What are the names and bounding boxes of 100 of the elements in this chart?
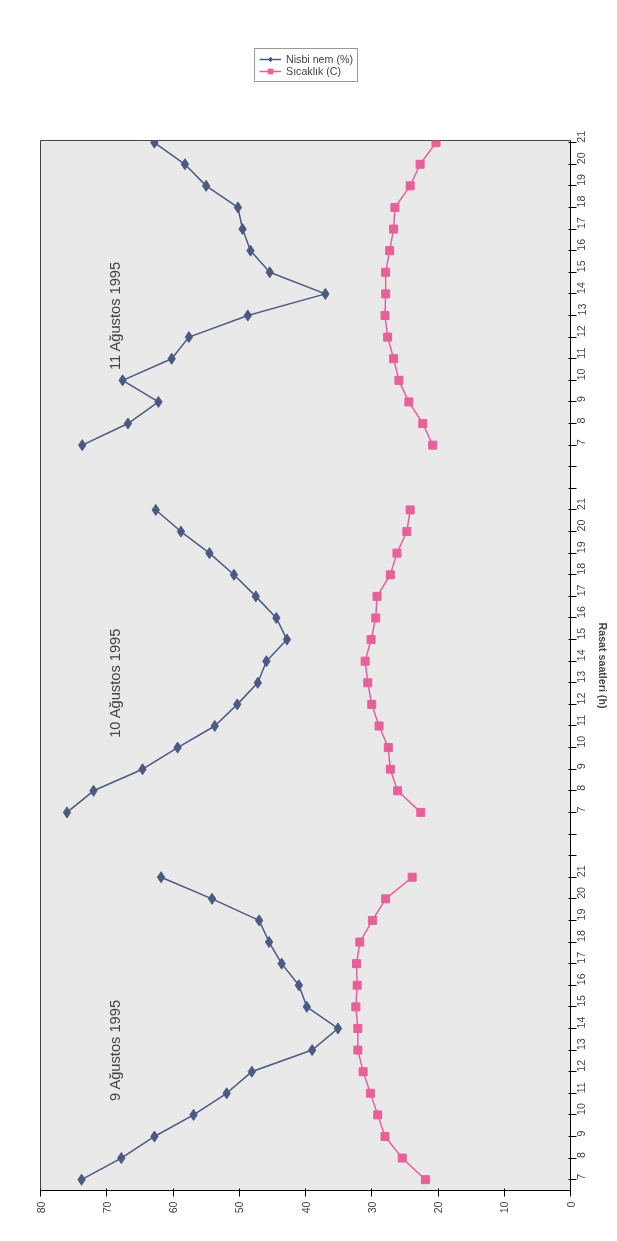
y-tick-label: 19 — [575, 541, 588, 554]
point — [372, 591, 382, 601]
point — [233, 201, 243, 214]
y-tick-label: 15 — [575, 627, 588, 640]
point — [355, 937, 365, 947]
y-tick-label: 12 — [575, 325, 588, 338]
y-tick-label: 13 — [575, 1038, 588, 1051]
point — [402, 527, 412, 537]
point — [404, 397, 414, 407]
point — [254, 914, 264, 927]
point — [385, 764, 395, 774]
point — [352, 980, 362, 990]
point — [264, 936, 274, 949]
point — [367, 915, 377, 925]
y-tick-label: 19 — [575, 908, 588, 921]
x-tick-label: 10 — [498, 1201, 511, 1214]
point — [123, 417, 133, 430]
point — [392, 548, 402, 558]
legend-label: Nisbi nem (%) — [286, 53, 353, 65]
point — [282, 633, 292, 646]
y-tick-label: 16 — [575, 606, 588, 618]
y-tick-label: 8 — [575, 784, 588, 791]
y-tick-label: 16 — [575, 238, 588, 251]
y-tick-label: 9 — [575, 395, 588, 402]
y-tick-label: 21 — [575, 865, 588, 878]
point — [407, 872, 417, 882]
point — [416, 807, 426, 817]
point — [352, 959, 362, 969]
y-tick-label: 10 — [575, 735, 588, 748]
point — [389, 354, 399, 364]
point — [381, 289, 391, 299]
y-tick-label: 13 — [575, 670, 588, 683]
point — [405, 181, 415, 191]
annotation: 10 Ağustos 1995 — [106, 628, 123, 738]
point — [371, 613, 381, 623]
point — [62, 806, 72, 819]
point — [389, 224, 399, 234]
point — [373, 1110, 383, 1120]
y-tick-label: 10 — [575, 368, 588, 381]
point — [385, 246, 395, 256]
point — [353, 1023, 363, 1033]
point — [243, 309, 253, 322]
y-tick-label: 21 — [575, 498, 588, 510]
point — [184, 331, 194, 344]
point — [353, 1045, 363, 1055]
y-tick-label: 20 — [575, 152, 588, 165]
point — [180, 158, 190, 171]
point — [367, 699, 377, 709]
y-tick-label: 20 — [575, 519, 588, 532]
annotation: 11 Ağustos 1995 — [106, 261, 123, 370]
y-tick-label: 17 — [575, 584, 588, 597]
point — [385, 570, 395, 580]
x-tick-label: 60 — [167, 1201, 179, 1214]
y-tick-label: 17 — [575, 217, 588, 230]
point — [393, 786, 403, 796]
point — [428, 440, 438, 450]
y-tick-label: 16 — [575, 973, 588, 986]
point — [363, 678, 373, 688]
x-tick-label: 30 — [365, 1201, 378, 1214]
point — [365, 1088, 375, 1098]
y-tick-label: 12 — [575, 692, 588, 705]
y-tick-label: 19 — [575, 173, 588, 186]
y-tick-label: 15 — [575, 260, 588, 273]
point — [201, 179, 211, 192]
point — [381, 894, 391, 904]
y-tick-label: 17 — [575, 951, 588, 964]
x-tick-label: 50 — [233, 1201, 246, 1214]
y-tick-label: 7 — [575, 806, 588, 813]
point — [374, 721, 384, 731]
point — [351, 1002, 361, 1012]
y-tick-label: 21 — [575, 130, 588, 143]
x-tick-label: 40 — [299, 1201, 312, 1214]
point — [431, 140, 441, 148]
point — [383, 332, 393, 342]
y-tick-label: 14 — [575, 281, 588, 294]
x-tick-label: 80 — [34, 1201, 47, 1214]
point — [397, 1153, 407, 1163]
y-tick-label: 12 — [575, 1059, 588, 1072]
y-tick-label: 13 — [575, 303, 588, 316]
point — [380, 311, 390, 320]
y-tick-label: 11 — [575, 714, 588, 726]
point — [176, 525, 186, 538]
y-axis-title: Rasat saatleri (h) — [596, 622, 609, 709]
y-tick-label: 8 — [575, 1152, 588, 1159]
x-tick-label: 70 — [100, 1201, 113, 1214]
legend-label: Sıcaklık (C) — [286, 65, 342, 77]
y-tick-label: 18 — [575, 930, 588, 943]
point — [415, 159, 425, 169]
point — [420, 1175, 430, 1185]
point — [229, 568, 239, 581]
y-tick-label: 9 — [575, 1130, 588, 1137]
y-tick-label: 10 — [575, 1102, 588, 1115]
annotation: 9 Ağustos 1995 — [106, 999, 123, 1101]
point — [405, 505, 415, 515]
y-tick-label: 7 — [575, 1173, 588, 1180]
x-tick-label: 20 — [432, 1201, 444, 1214]
y-tick-label: 7 — [575, 439, 588, 446]
point — [418, 419, 428, 429]
point — [207, 892, 217, 905]
y-tick-label: 11 — [575, 1082, 588, 1094]
